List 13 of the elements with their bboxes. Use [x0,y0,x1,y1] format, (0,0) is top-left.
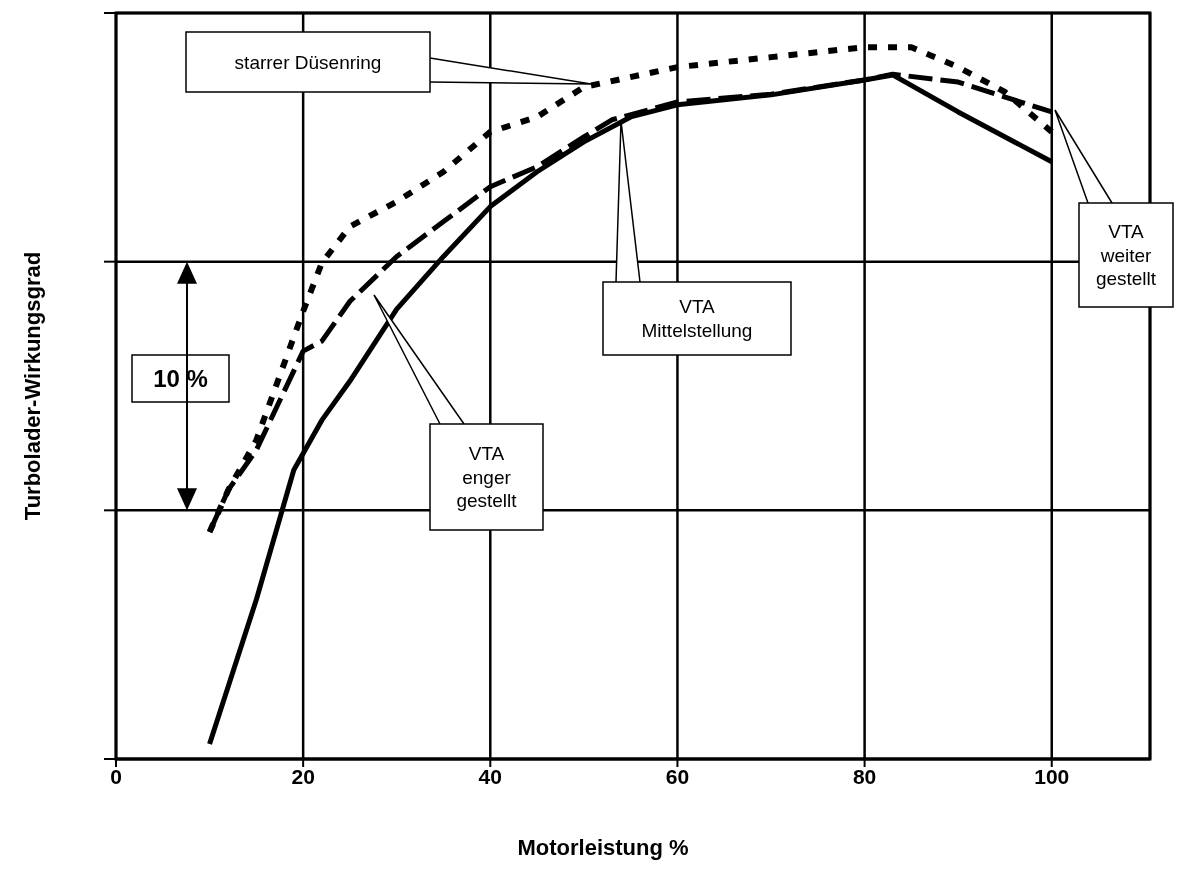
annotation: starrer Düsenring [234,51,382,73]
x-tick-label: 100 [1034,764,1070,788]
x-tick-label: 40 [478,764,502,788]
y-axis-title: Turbolader-Wirkungsgrad [19,251,45,521]
x-tick-label: 60 [665,764,690,788]
annotation: VTA weiter gestellt [1095,220,1157,290]
x-tick-label: 80 [852,764,877,788]
x-axis-title: Motorleistung % [517,835,689,860]
x-tick-label: 0 [110,764,122,788]
annotation: VTA enger gestellt [456,442,518,512]
annotation: VTA Mittelstellung [641,296,753,341]
annotation: 10 % [153,365,208,392]
x-tick-label: 20 [291,764,315,788]
